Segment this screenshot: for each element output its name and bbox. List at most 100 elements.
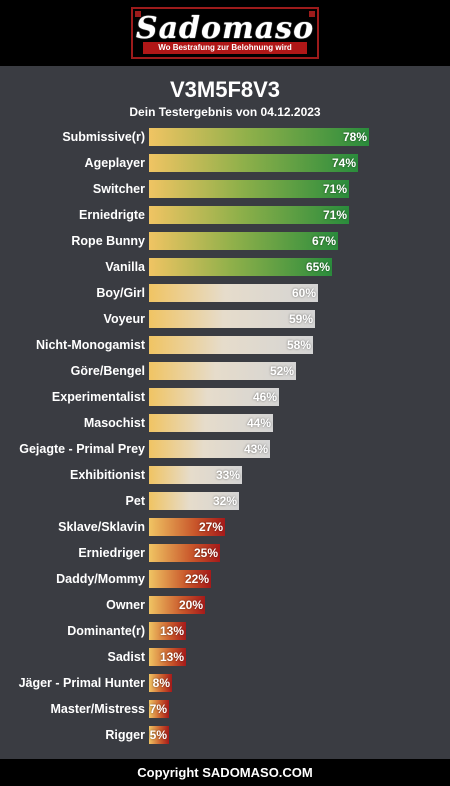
result-label: Vanilla <box>105 260 145 274</box>
result-row: Jäger - Primal Hunter 8% <box>0 674 450 692</box>
result-label: Ageplayer <box>84 156 145 170</box>
result-percent: 65% <box>305 260 330 274</box>
result-row: Nicht-Monogamist 58% <box>0 336 450 354</box>
result-percent: 20% <box>178 598 203 612</box>
result-row: Voyeur 59% <box>0 310 450 328</box>
result-label: Exhibitionist <box>70 468 145 482</box>
result-percent: 60% <box>291 286 316 300</box>
result-label: Jäger - Primal Hunter <box>18 676 145 690</box>
result-row: Master/Mistress 7% <box>0 700 450 718</box>
result-row: Owner 20% <box>0 596 450 614</box>
result-percent: 43% <box>243 442 268 456</box>
logo-wordmark: Sadomaso <box>135 11 315 46</box>
result-row: Sadist 13% <box>0 648 450 666</box>
result-percent: 32% <box>212 494 237 508</box>
result-row: Erniedrigte 71% <box>0 206 450 224</box>
result-percent: 59% <box>288 312 313 326</box>
result-bar: 43% <box>149 440 270 458</box>
result-percent: 8% <box>152 676 170 690</box>
result-label: Master/Mistress <box>50 702 146 716</box>
result-bar: 71% <box>149 206 349 224</box>
logo-ornament-icon <box>135 11 141 17</box>
result-row: Rope Bunny 67% <box>0 232 450 250</box>
result-bar: 13% <box>149 648 186 666</box>
result-row: Pet 32% <box>0 492 450 510</box>
result-bar: 8% <box>149 674 172 692</box>
result-bar: 25% <box>149 544 220 562</box>
top-bar: Sadomaso Wo Bestrafung zur Belohnung wir… <box>0 0 450 66</box>
logo-ornament-icon <box>309 11 315 17</box>
result-row: Erniedriger 25% <box>0 544 450 562</box>
result-row: Daddy/Mommy 22% <box>0 570 450 588</box>
result-label: Nicht-Monogamist <box>35 338 145 352</box>
result-label: Dominante(r) <box>67 624 145 638</box>
result-label: Erniedriger <box>78 546 145 560</box>
result-bar: 71% <box>149 180 349 198</box>
result-label: Experimentalist <box>51 390 145 404</box>
result-label: Owner <box>106 598 145 612</box>
result-row: Dominante(r) 13% <box>0 622 450 640</box>
result-row: Sklave/Sklavin 27% <box>0 518 450 536</box>
result-percent: 5% <box>149 728 167 742</box>
result-bar: 27% <box>149 518 225 536</box>
result-row: Gejagte - Primal Prey 43% <box>0 440 450 458</box>
result-bar: 5% <box>149 726 169 744</box>
result-label: Daddy/Mommy <box>56 572 145 586</box>
result-percent: 78% <box>342 130 367 144</box>
result-subtitle: Dein Testergebnis von 04.12.2023 <box>129 105 321 119</box>
result-label: Voyeur <box>103 312 145 326</box>
result-percent: 71% <box>322 208 347 222</box>
result-row: Experimentalist 46% <box>0 388 450 406</box>
result-row: Ageplayer 74% <box>0 154 450 172</box>
result-label: Switcher <box>92 182 145 196</box>
result-label: Erniedrigte <box>79 208 145 222</box>
result-percent: 74% <box>331 156 356 170</box>
result-percent: 13% <box>159 624 184 638</box>
result-bar: 60% <box>149 284 318 302</box>
result-bar: 78% <box>149 128 369 146</box>
result-row: Boy/Girl 60% <box>0 284 450 302</box>
logo-tagline: Wo Bestrafung zur Belohnung wird <box>143 42 307 54</box>
result-percent: 58% <box>286 338 311 352</box>
result-bar: 58% <box>149 336 313 354</box>
result-label: Boy/Girl <box>96 286 145 300</box>
result-percent: 46% <box>252 390 277 404</box>
result-label: Rigger <box>105 728 145 742</box>
result-row: Masochist 44% <box>0 414 450 432</box>
result-percent: 13% <box>159 650 184 664</box>
result-label: Sadist <box>107 650 145 664</box>
result-title: V3M5F8V3 <box>169 77 281 102</box>
result-percent: 44% <box>246 416 271 430</box>
result-row: Göre/Bengel 52% <box>0 362 450 380</box>
result-bar: 52% <box>149 362 296 380</box>
result-percent: 22% <box>184 572 209 586</box>
result-label: Submissive(r) <box>62 130 145 144</box>
result-percent: 52% <box>269 364 294 378</box>
result-bar: 65% <box>149 258 332 276</box>
result-percent: 27% <box>198 520 223 534</box>
result-row: Vanilla 65% <box>0 258 450 276</box>
result-bar: 22% <box>149 570 211 588</box>
result-label: Sklave/Sklavin <box>58 520 145 534</box>
result-bar: 20% <box>149 596 205 614</box>
result-bar: 32% <box>149 492 239 510</box>
result-row: Switcher 71% <box>0 180 450 198</box>
result-bar: 67% <box>149 232 338 250</box>
result-row: Rigger 5% <box>0 726 450 744</box>
result-bar: 13% <box>149 622 186 640</box>
result-percent: 67% <box>311 234 336 248</box>
site-logo[interactable]: Sadomaso Wo Bestrafung zur Belohnung wir… <box>131 7 319 59</box>
result-label: Göre/Bengel <box>70 364 145 378</box>
result-percent: 71% <box>322 182 347 196</box>
result-bar: 7% <box>149 700 169 718</box>
result-percent: 33% <box>215 468 240 482</box>
result-percent: 25% <box>193 546 218 560</box>
result-bar: 74% <box>149 154 358 172</box>
result-percent: 7% <box>149 702 167 716</box>
result-bar: 44% <box>149 414 273 432</box>
result-label: Gejagte - Primal Prey <box>19 442 145 456</box>
result-row: Exhibitionist 33% <box>0 466 450 484</box>
result-label: Masochist <box>83 416 145 430</box>
result-row: Submissive(r) 78% <box>0 128 450 146</box>
result-bar: 33% <box>149 466 242 484</box>
